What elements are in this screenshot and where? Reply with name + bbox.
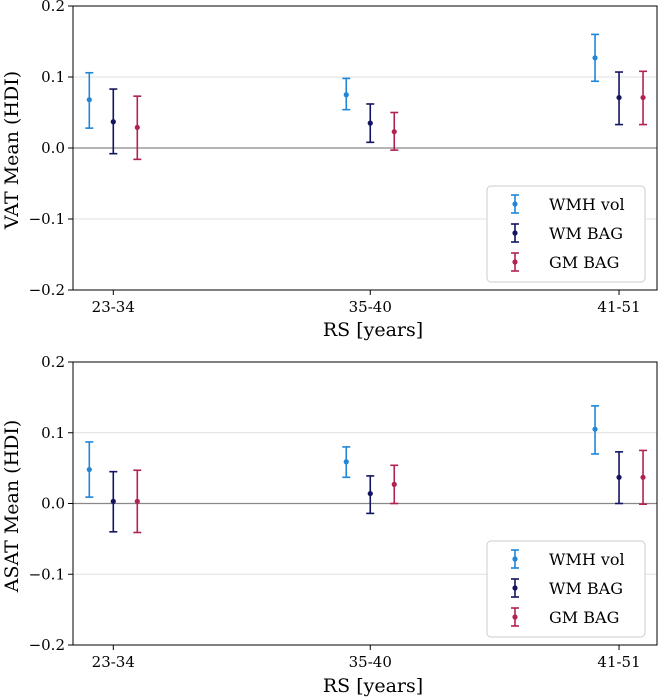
data-point — [110, 498, 116, 504]
data-point — [640, 94, 646, 101]
x-axis-label: RS [years] — [323, 319, 423, 341]
y-tick-label: 0.0 — [41, 139, 65, 157]
legend-label: WMH vol — [549, 550, 625, 569]
legend-marker-point — [512, 585, 518, 591]
legend-box — [486, 185, 646, 283]
legend-marker-point — [512, 259, 518, 265]
y-tick-label: 0.0 — [41, 495, 65, 513]
x-tick-label: 23-34 — [92, 653, 135, 671]
legend: WMH vol WM BAG GM BAG — [486, 540, 646, 638]
y-tick-label: 0.2 — [41, 353, 65, 371]
legend-label: WMH vol — [549, 195, 625, 214]
y-tick-label: −0.2 — [29, 636, 65, 654]
chart-panel-1: −0.2 −0.1 0.0 0.1 0.2 23-34 35-40 41-51 RS [year… — [1, 0, 658, 341]
data-point — [640, 474, 646, 480]
x-tick-label: 41-51 — [597, 298, 640, 316]
data-point — [110, 119, 116, 125]
y-tick-label: 0.2 — [41, 0, 65, 15]
y-tick-label: −0.1 — [29, 565, 65, 583]
data-point — [367, 120, 373, 126]
data-point — [134, 124, 140, 131]
y-tick-label: 0.1 — [41, 424, 65, 442]
data-point — [592, 426, 598, 432]
data-point — [86, 466, 92, 473]
data-point — [86, 97, 92, 103]
y-tick-label: −0.1 — [29, 210, 65, 228]
data-point — [616, 474, 622, 480]
chart-panel-2: −0.2 −0.1 0.0 0.1 0.2 23-34 35-40 41-51 RS [year… — [1, 353, 658, 697]
y-tick-label: −0.2 — [29, 281, 65, 299]
legend-label: GM BAG — [549, 608, 619, 627]
data-point — [592, 55, 598, 61]
data-point — [343, 92, 349, 98]
y-axis-label: VAT Mean (HDI) — [1, 71, 23, 230]
legend-box — [486, 540, 646, 638]
x-tick-label: 41-51 — [597, 653, 640, 671]
legend-label: GM BAG — [549, 253, 619, 272]
data-point — [391, 129, 397, 135]
legend-label: WM BAG — [549, 224, 623, 243]
legend: WMH vol WM BAG GM BAG — [486, 185, 646, 283]
x-tick-label: 35-40 — [349, 298, 392, 316]
x-tick-label: 23-34 — [92, 298, 135, 316]
x-axis-label: RS [years] — [323, 675, 423, 697]
legend-label: WM BAG — [549, 579, 623, 598]
data-point — [134, 498, 140, 504]
data-point — [343, 459, 349, 465]
x-tick-label: 35-40 — [349, 653, 392, 671]
data-point — [616, 94, 622, 101]
legend-marker-point — [512, 201, 518, 207]
y-axis-label: ASAT Mean (HDI) — [1, 420, 23, 594]
legend-marker-point — [512, 230, 518, 236]
legend-marker-point — [512, 614, 518, 620]
legend-marker-point — [512, 556, 518, 562]
data-point — [391, 481, 397, 487]
data-point — [367, 490, 373, 497]
y-tick-label: 0.1 — [41, 68, 65, 86]
